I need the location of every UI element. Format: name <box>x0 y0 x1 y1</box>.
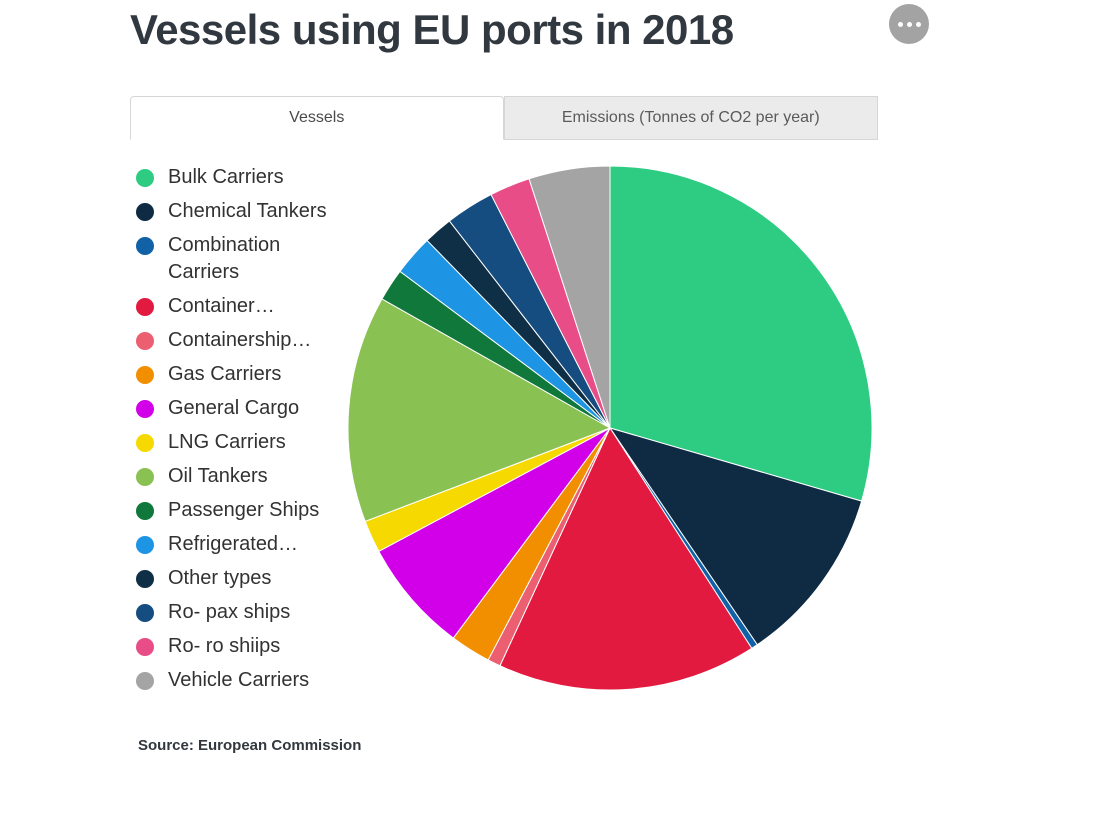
legend-item[interactable]: LNG Carriers <box>136 429 342 456</box>
legend-item[interactable]: Combination Carriers <box>136 232 342 286</box>
legend-label: Gas Carriers <box>168 361 342 388</box>
legend-swatch <box>136 237 154 255</box>
legend-item[interactable]: General Cargo <box>136 395 342 422</box>
tab-vessels[interactable]: Vessels <box>130 96 504 140</box>
legend-swatch <box>136 169 154 187</box>
legend-label: LNG Carriers <box>168 429 342 456</box>
chart-body: Bulk Carriers Chemical Tankers Combination… <box>130 140 878 701</box>
pie-wrap <box>342 160 878 701</box>
source-line: Source: European Commission <box>130 737 878 754</box>
legend-item[interactable]: Refrigerated… <box>136 531 342 558</box>
legend-label: Bulk Carriers <box>168 164 342 191</box>
legend-swatch <box>136 672 154 690</box>
legend-label: Passenger Ships <box>168 497 342 524</box>
legend-swatch <box>136 536 154 554</box>
legend-label: Other types <box>168 565 342 592</box>
header-row: Vessels using EU ports in 2018 <box>130 0 1099 54</box>
legend: Bulk Carriers Chemical Tankers Combination… <box>136 160 342 701</box>
legend-swatch <box>136 502 154 520</box>
legend-item[interactable]: Ro- pax ships <box>136 599 342 626</box>
tab-label: Emissions (Tonnes of CO2 per year) <box>562 109 820 126</box>
legend-item[interactable]: Chemical Tankers <box>136 198 342 225</box>
more-options-button[interactable] <box>889 4 929 44</box>
page-title: Vessels using EU ports in 2018 <box>130 6 734 54</box>
legend-swatch <box>136 400 154 418</box>
legend-item[interactable]: Vehicle Carriers <box>136 667 342 694</box>
legend-label: Container… <box>168 293 342 320</box>
legend-swatch <box>136 434 154 452</box>
dots-icon <box>916 22 921 27</box>
legend-swatch <box>136 332 154 350</box>
chart-card: Vessels Emissions (Tonnes of CO2 per yea… <box>130 96 878 754</box>
tab-label: Vessels <box>289 109 344 126</box>
legend-label: Chemical Tankers <box>168 198 342 225</box>
legend-swatch <box>136 203 154 221</box>
legend-item[interactable]: Container… <box>136 293 342 320</box>
dots-icon <box>907 22 912 27</box>
legend-label: Vehicle Carriers <box>168 667 342 694</box>
legend-swatch <box>136 638 154 656</box>
legend-swatch <box>136 468 154 486</box>
tabs: Vessels Emissions (Tonnes of CO2 per yea… <box>130 96 878 140</box>
legend-swatch <box>136 604 154 622</box>
legend-item[interactable]: Containership… <box>136 327 342 354</box>
tab-emissions[interactable]: Emissions (Tonnes of CO2 per year) <box>504 96 878 139</box>
legend-label: Containership… <box>168 327 342 354</box>
legend-item[interactable]: Ro- ro shiips <box>136 633 342 660</box>
legend-item[interactable]: Other types <box>136 565 342 592</box>
legend-item[interactable]: Gas Carriers <box>136 361 342 388</box>
page-root: Vessels using EU ports in 2018 Vessels E… <box>0 0 1099 833</box>
legend-label: Oil Tankers <box>168 463 342 490</box>
legend-item[interactable]: Oil Tankers <box>136 463 342 490</box>
legend-label: Ro- ro shiips <box>168 633 342 660</box>
legend-label: Combination Carriers <box>168 232 342 286</box>
legend-item[interactable]: Passenger Ships <box>136 497 342 524</box>
legend-swatch <box>136 570 154 588</box>
pie-chart <box>342 160 878 696</box>
legend-label: General Cargo <box>168 395 342 422</box>
legend-label: Refrigerated… <box>168 531 342 558</box>
legend-swatch <box>136 366 154 384</box>
legend-item[interactable]: Bulk Carriers <box>136 164 342 191</box>
legend-swatch <box>136 298 154 316</box>
dots-icon <box>898 22 903 27</box>
legend-label: Ro- pax ships <box>168 599 342 626</box>
